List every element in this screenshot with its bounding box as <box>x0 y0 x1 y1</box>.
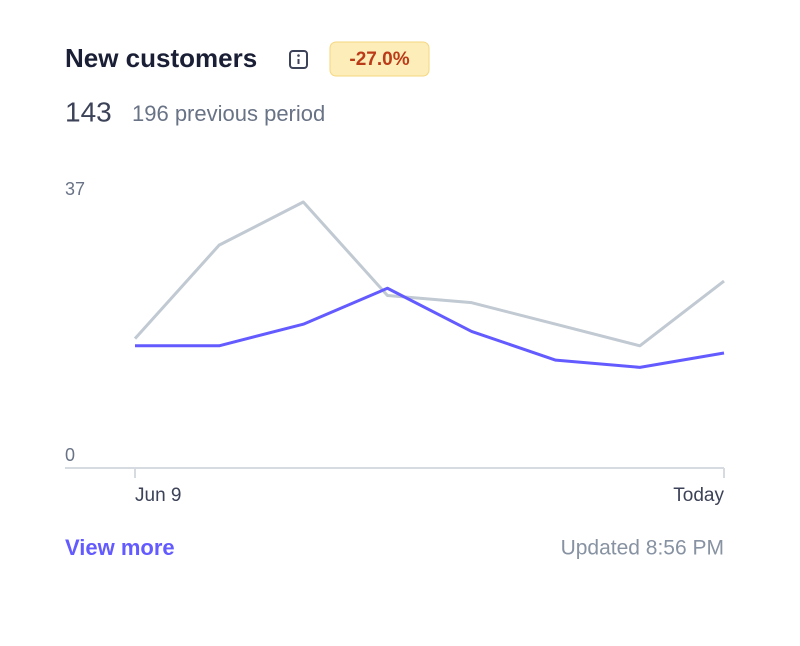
y-tick-label: 0 <box>65 445 75 465</box>
badge <box>329 41 430 77</box>
previous-value: 196 previous period <box>132 101 325 126</box>
current-value: 143 <box>65 96 112 127</box>
y-tick-label: 37 <box>65 179 85 199</box>
series-line <box>135 286 725 369</box>
badge-text: -27.0% <box>349 49 409 70</box>
info-icon[interactable] <box>289 50 308 69</box>
x-tick-label: Today <box>673 485 724 506</box>
title: New customers <box>65 43 257 73</box>
series-line <box>133 200 725 348</box>
view-more-link[interactable]: View more <box>65 535 175 560</box>
x-tick-label: Jun 9 <box>135 485 181 506</box>
updated-time: Updated 8:56 PM <box>561 537 724 560</box>
